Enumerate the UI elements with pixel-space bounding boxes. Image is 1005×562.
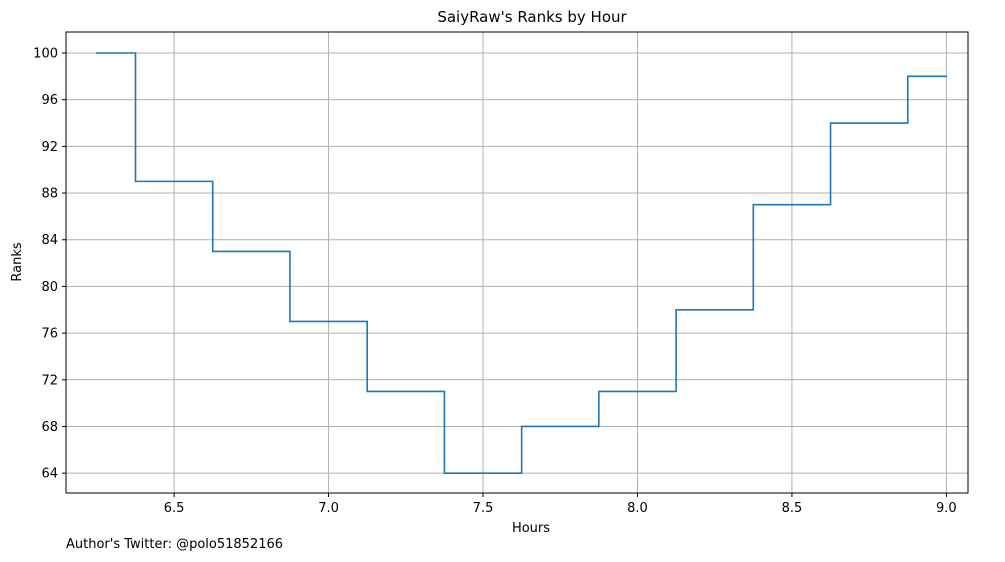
series-layer bbox=[96, 52, 948, 474]
y-tick-label: 92 bbox=[41, 140, 58, 155]
y-tick-label: 84 bbox=[41, 233, 58, 248]
y-tick-label: 64 bbox=[41, 467, 58, 482]
x-tick-label: 9.0 bbox=[936, 501, 957, 516]
rank-series-line bbox=[96, 52, 948, 474]
axis-ticks: 6.5 7.0 7.5 8.0 8.5 9.0 64 68 72 76 80 84 88 92 96 100 bbox=[33, 47, 957, 516]
y-tick-label: 76 bbox=[41, 327, 58, 342]
y-axis-label: Ranks bbox=[10, 242, 25, 281]
y-tick-label: 72 bbox=[41, 373, 58, 388]
grid-lines bbox=[66, 32, 968, 493]
y-tick-label: 96 bbox=[41, 93, 58, 108]
y-tick-label: 100 bbox=[33, 47, 58, 62]
x-tick-label: 6.5 bbox=[164, 501, 185, 516]
chart-title: SaiyRaw's Ranks by Hour bbox=[437, 8, 627, 26]
y-tick-label: 80 bbox=[41, 280, 58, 295]
x-tick-label: 7.5 bbox=[473, 501, 494, 516]
plot-frame bbox=[65, 31, 969, 494]
y-tick-label: 68 bbox=[41, 420, 58, 435]
x-tick-label: 8.5 bbox=[782, 501, 803, 516]
y-tick-label: 88 bbox=[41, 187, 58, 202]
x-axis-label: Hours bbox=[512, 521, 550, 536]
x-tick-label: 8.0 bbox=[627, 501, 648, 516]
x-tick-label: 7.0 bbox=[318, 501, 339, 516]
author-twitter-credit: Author's Twitter: @polo51852166 bbox=[66, 537, 284, 552]
